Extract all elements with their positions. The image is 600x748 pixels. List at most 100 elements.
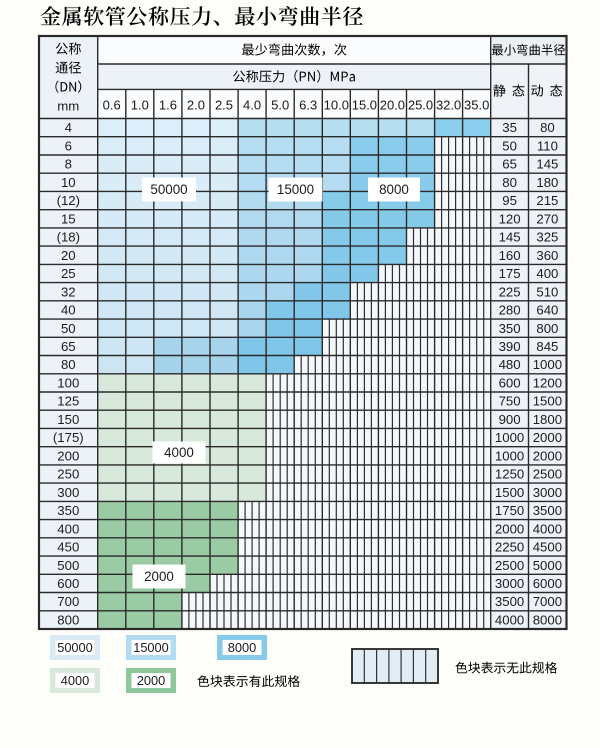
svg-text:300: 300 xyxy=(57,485,79,500)
svg-text:3500: 3500 xyxy=(495,594,524,609)
svg-text:360: 360 xyxy=(536,248,558,263)
svg-text:600: 600 xyxy=(499,375,521,390)
svg-text:4000: 4000 xyxy=(164,445,194,460)
svg-text:2500: 2500 xyxy=(495,558,524,573)
svg-text:4000: 4000 xyxy=(495,613,524,628)
svg-text:750: 750 xyxy=(499,394,521,409)
svg-text:35: 35 xyxy=(502,120,517,135)
svg-text:215: 215 xyxy=(536,193,558,208)
svg-text:2.0: 2.0 xyxy=(187,98,205,113)
svg-text:4.0: 4.0 xyxy=(243,98,261,113)
svg-text:(175): (175) xyxy=(53,430,84,445)
svg-text:600: 600 xyxy=(57,576,79,591)
svg-text:65: 65 xyxy=(502,157,517,172)
svg-text:1200: 1200 xyxy=(533,375,562,390)
svg-text:120: 120 xyxy=(499,211,521,226)
svg-text:480: 480 xyxy=(499,357,521,372)
svg-text:145: 145 xyxy=(536,157,558,172)
svg-text:200: 200 xyxy=(57,448,79,463)
svg-text:65: 65 xyxy=(61,339,76,354)
svg-text:8: 8 xyxy=(65,157,72,172)
svg-text:640: 640 xyxy=(536,303,558,318)
svg-text:10.0: 10.0 xyxy=(324,98,349,113)
svg-text:845: 845 xyxy=(536,339,558,354)
svg-text:1.0: 1.0 xyxy=(131,98,149,113)
svg-text:4000: 4000 xyxy=(61,673,89,688)
svg-text:110: 110 xyxy=(537,138,558,153)
svg-text:3500: 3500 xyxy=(533,503,562,518)
svg-text:6: 6 xyxy=(65,138,72,153)
svg-text:280: 280 xyxy=(499,303,521,318)
svg-text:100: 100 xyxy=(57,375,79,390)
svg-text:25.0: 25.0 xyxy=(408,98,433,113)
svg-text:2.5: 2.5 xyxy=(215,98,233,113)
svg-text:1000: 1000 xyxy=(495,448,524,463)
svg-text:2000: 2000 xyxy=(144,569,174,584)
svg-text:8000: 8000 xyxy=(379,182,409,197)
svg-text:(18): (18) xyxy=(57,230,80,245)
svg-text:225: 225 xyxy=(499,284,521,299)
svg-text:50: 50 xyxy=(502,138,517,153)
svg-text:20.0: 20.0 xyxy=(380,98,405,113)
svg-text:10: 10 xyxy=(61,175,76,190)
svg-text:800: 800 xyxy=(57,613,79,628)
svg-text:900: 900 xyxy=(499,412,521,427)
svg-text:20: 20 xyxy=(61,248,76,263)
svg-text:6000: 6000 xyxy=(533,576,562,591)
svg-text:125: 125 xyxy=(57,394,79,409)
svg-text:25: 25 xyxy=(61,266,76,281)
svg-text:6.3: 6.3 xyxy=(299,98,317,113)
svg-text:150: 150 xyxy=(57,412,79,427)
svg-text:3000: 3000 xyxy=(495,576,524,591)
svg-text:180: 180 xyxy=(536,175,558,190)
svg-text:32.0: 32.0 xyxy=(436,98,461,113)
svg-text:400: 400 xyxy=(536,266,558,281)
svg-text:800: 800 xyxy=(536,321,558,336)
svg-text:1.6: 1.6 xyxy=(159,98,177,113)
svg-text:270: 270 xyxy=(536,211,558,226)
svg-text:8000: 8000 xyxy=(533,613,562,628)
svg-text:4000: 4000 xyxy=(533,521,562,536)
svg-text:35.0: 35.0 xyxy=(464,98,489,113)
svg-text:175: 175 xyxy=(499,266,521,281)
svg-text:32: 32 xyxy=(61,284,76,299)
svg-text:mm: mm xyxy=(57,99,79,114)
svg-text:50: 50 xyxy=(61,321,76,336)
svg-text:(12): (12) xyxy=(57,193,80,208)
svg-text:95: 95 xyxy=(502,193,517,208)
svg-text:15000: 15000 xyxy=(277,182,314,197)
svg-text:325: 325 xyxy=(536,230,558,245)
svg-text:80: 80 xyxy=(540,120,555,135)
svg-text:5000: 5000 xyxy=(533,558,562,573)
svg-text:0.6: 0.6 xyxy=(103,98,121,113)
svg-text:8000: 8000 xyxy=(228,640,256,655)
svg-text:510: 510 xyxy=(536,284,558,299)
svg-text:2500: 2500 xyxy=(533,467,562,482)
svg-text:390: 390 xyxy=(499,339,521,354)
svg-text:2000: 2000 xyxy=(137,673,165,688)
svg-text:80: 80 xyxy=(61,357,76,372)
svg-text:1250: 1250 xyxy=(495,467,524,482)
svg-text:15: 15 xyxy=(61,211,76,226)
svg-text:350: 350 xyxy=(499,321,521,336)
svg-text:1500: 1500 xyxy=(533,394,562,409)
svg-text:50000: 50000 xyxy=(57,640,93,655)
svg-text:700: 700 xyxy=(57,594,79,609)
svg-text:50000: 50000 xyxy=(150,182,187,197)
svg-text:1500: 1500 xyxy=(495,485,524,500)
svg-text:3000: 3000 xyxy=(533,485,562,500)
svg-text:40: 40 xyxy=(61,303,76,318)
svg-text:7000: 7000 xyxy=(533,594,562,609)
svg-text:4500: 4500 xyxy=(533,540,562,555)
svg-text:160: 160 xyxy=(499,248,521,263)
svg-text:2000: 2000 xyxy=(533,430,562,445)
svg-text:1000: 1000 xyxy=(495,430,524,445)
svg-text:1000: 1000 xyxy=(533,357,562,372)
svg-text:250: 250 xyxy=(57,467,79,482)
svg-text:2000: 2000 xyxy=(533,448,562,463)
svg-text:400: 400 xyxy=(57,521,79,536)
svg-text:1800: 1800 xyxy=(533,412,562,427)
svg-text:5.0: 5.0 xyxy=(271,98,289,113)
svg-text:145: 145 xyxy=(499,230,521,245)
svg-text:500: 500 xyxy=(57,558,79,573)
